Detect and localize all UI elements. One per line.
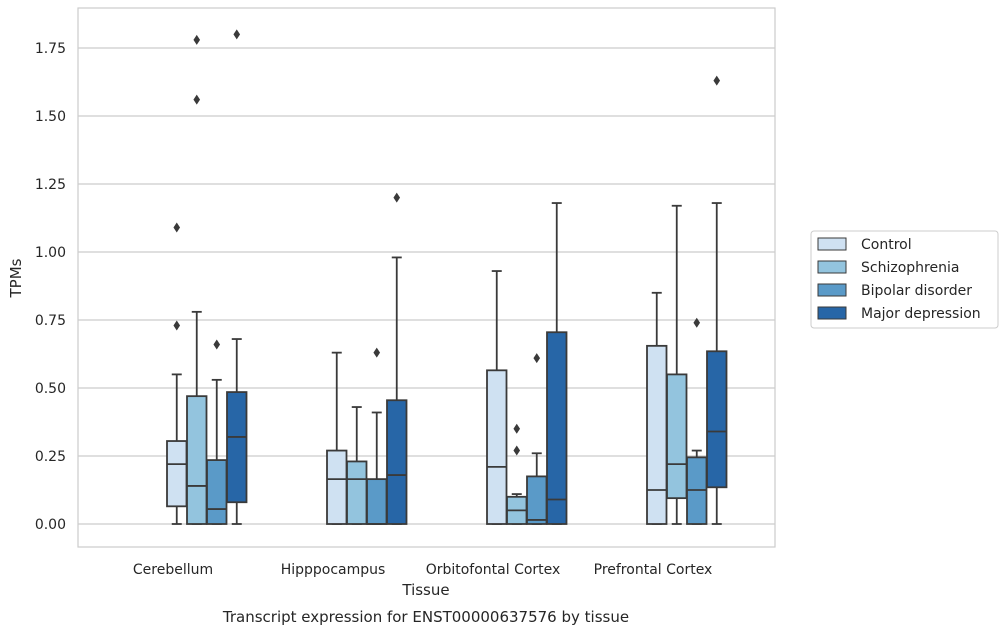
box-body [346, 460, 368, 525]
y-tick-label: 1.50 [35, 109, 66, 125]
y-tick-label: 1.00 [35, 245, 66, 261]
y-tick-label: 0.75 [35, 313, 66, 329]
box-body [226, 391, 248, 504]
y-tick-label: 0.50 [35, 381, 66, 397]
box-0-3 [646, 291, 668, 525]
box-1-3 [666, 204, 688, 525]
box-body [386, 399, 408, 525]
legend-swatch [817, 283, 847, 297]
legend-label: Schizophrenia [861, 260, 959, 276]
outlier-point [173, 222, 181, 233]
legend-label: Bipolar disorder [861, 283, 972, 299]
x-tick-label: Cerebellum [133, 562, 213, 578]
box-3-2 [546, 202, 568, 525]
x-tick-label: Orbitofontal Cortex [426, 562, 561, 578]
box-3-3 [706, 75, 728, 525]
outlier-point [513, 445, 521, 456]
box-body [206, 459, 228, 525]
box-body [646, 344, 668, 525]
outlier-point [173, 320, 181, 331]
x-tick-labels: Cerebellum Hipppocampus Orbitofontal Corte… [133, 562, 712, 578]
outlier-point [233, 29, 241, 40]
y-tick-label: 1.75 [35, 41, 66, 57]
legend-label: Major depression [861, 306, 981, 322]
x-tick-label: Prefrontal Cortex [594, 562, 713, 578]
x-axis-label: Tissue [401, 581, 449, 599]
figure-caption: Transcript expression for ENST0000063757… [222, 608, 629, 626]
box-body [666, 373, 688, 500]
y-axis-label: TPMs [7, 258, 25, 298]
box-body [366, 478, 388, 525]
box-3-1 [386, 192, 408, 525]
box-body [706, 350, 728, 489]
y-tick-label: 1.25 [35, 177, 66, 193]
box-0-0 [166, 222, 188, 525]
box-1-0 [186, 34, 208, 525]
box-body [326, 449, 348, 525]
y-tick-label: 0.00 [35, 517, 66, 533]
box-body [526, 475, 548, 525]
legend-swatch [817, 306, 847, 320]
legend-swatch [817, 260, 847, 274]
outlier-point [373, 347, 381, 358]
outlier-point [693, 317, 701, 328]
outlier-point [713, 75, 721, 86]
outlier-point [533, 353, 541, 364]
legend-frame [810, 230, 999, 329]
boxes-layer [166, 29, 728, 525]
box-body [546, 331, 568, 525]
outlier-point [213, 339, 221, 350]
legend-swatch [817, 237, 847, 251]
box-body [166, 440, 188, 508]
outlier-point [513, 423, 521, 434]
outlier-point [193, 94, 201, 105]
outlier-point [393, 192, 401, 203]
legend: Control Schizophrenia Bipolar disorder Majo… [810, 230, 999, 329]
y-tick-label: 0.25 [35, 449, 66, 465]
plot-frame [77, 7, 776, 548]
box-3-0 [226, 29, 248, 525]
box-2-3 [686, 317, 708, 525]
legend-label: Control [861, 237, 912, 253]
x-tick-label: Hipppocampus [281, 562, 386, 578]
y-tick-labels: 0.00 0.25 0.50 0.75 1.00 1.25 1.50 1.75 [35, 41, 66, 533]
box-body [186, 395, 208, 525]
box-0-2 [486, 270, 508, 525]
box-body [486, 369, 508, 525]
outlier-point [193, 34, 201, 45]
